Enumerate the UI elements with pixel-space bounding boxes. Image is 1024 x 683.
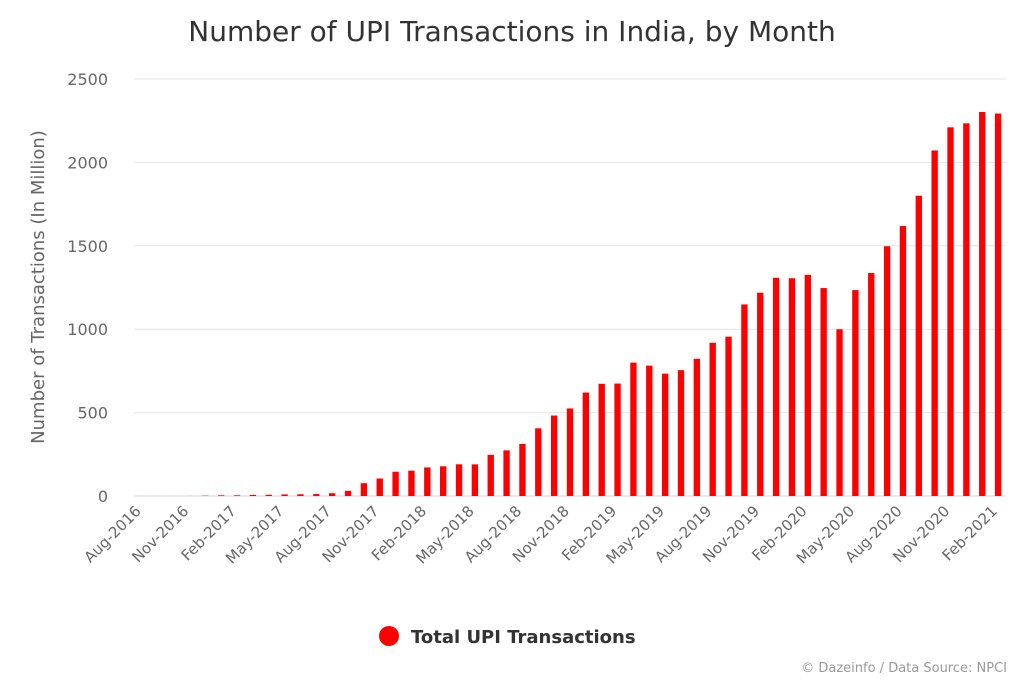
bar-aug-2017[interactable] [329,493,336,496]
bar-nov-2017[interactable] [376,478,383,496]
bar-jun-2020[interactable] [868,273,875,496]
bar-jun-2019[interactable] [677,370,685,496]
y-axis-label: Number of Transactions (In Million) [28,130,49,444]
bar-feb-2019[interactable] [614,383,621,496]
bar-nov-2020[interactable] [947,127,954,496]
bar-oct-2020[interactable] [931,150,938,496]
y-tick-label: 500 [77,404,108,423]
bar-dec-2017[interactable] [392,471,399,496]
bar-mar-2017[interactable] [249,494,257,496]
bar-feb-2021[interactable] [994,113,1002,496]
bar-jul-2017[interactable] [313,494,320,496]
bar-sep-2020[interactable] [915,195,922,496]
y-tick-label: 0 [98,487,108,506]
bar-aug-2018[interactable] [519,443,526,496]
bar-dec-2020[interactable] [963,123,970,496]
bar-jul-2019[interactable] [693,358,701,496]
bar-apr-2019[interactable] [646,365,653,496]
y-tick-label: 1500 [67,237,108,256]
bar-apr-2018[interactable] [455,464,463,496]
bar-may-2019[interactable] [661,373,669,496]
bar-jan-2019[interactable] [598,383,605,496]
bar-oct-2017[interactable] [360,483,368,496]
legend-marker [379,626,399,646]
bar-jul-2018[interactable] [503,450,510,496]
bar-may-2018[interactable] [471,464,479,496]
bar-feb-2017[interactable] [233,495,241,496]
y-tick-label: 2500 [67,70,108,89]
bar-sep-2017[interactable] [344,490,352,496]
bar-sep-2018[interactable] [535,428,542,496]
bar-may-2017[interactable] [281,494,288,496]
chart-title: Number of UPI Transactions in India, by … [188,15,835,48]
bar-oct-2018[interactable] [550,415,558,496]
source-credit: © Dazeinfo / Data Source: NPCI [801,661,1007,676]
bar-nov-2019[interactable] [757,292,764,496]
bar-feb-2020[interactable] [804,274,811,496]
x-axis-ticks: Aug-2016Nov-2016Feb-2017May-2017Aug-2017… [80,502,1000,567]
bar-dec-2018[interactable] [582,392,590,496]
bar-series [138,111,1002,497]
bar-may-2020[interactable] [852,290,859,496]
bar-jan-2020[interactable] [788,278,796,496]
bar-sep-2019[interactable] [725,336,732,496]
bar-aug-2019[interactable] [709,342,716,496]
bar-feb-2018[interactable] [424,467,431,496]
bar-jan-2017[interactable] [218,495,225,496]
bar-mar-2018[interactable] [439,466,447,496]
bar-apr-2017[interactable] [265,494,272,496]
y-tick-label: 2000 [67,153,108,172]
bar-mar-2019[interactable] [630,362,637,496]
bar-jan-2021[interactable] [979,111,986,496]
legend-label[interactable]: Total UPI Transactions [411,627,636,648]
bar-apr-2020[interactable] [836,329,843,496]
y-axis-ticks: 0 500 1000 1500 2000 2500 [67,70,108,506]
bar-jan-2018[interactable] [408,470,415,496]
bar-aug-2020[interactable] [899,225,907,497]
y-tick-label: 1000 [67,320,108,339]
gridlines [134,78,1006,497]
bar-nov-2018[interactable] [566,408,574,496]
bar-mar-2020[interactable] [820,288,827,496]
bar-jun-2017[interactable] [297,494,304,496]
bar-oct-2019[interactable] [741,304,748,496]
legend[interactable]: Total UPI Transactions [379,626,636,648]
bar-dec-2019[interactable] [772,277,780,496]
bar-jun-2018[interactable] [487,454,494,496]
bar-jul-2020[interactable] [883,246,891,496]
